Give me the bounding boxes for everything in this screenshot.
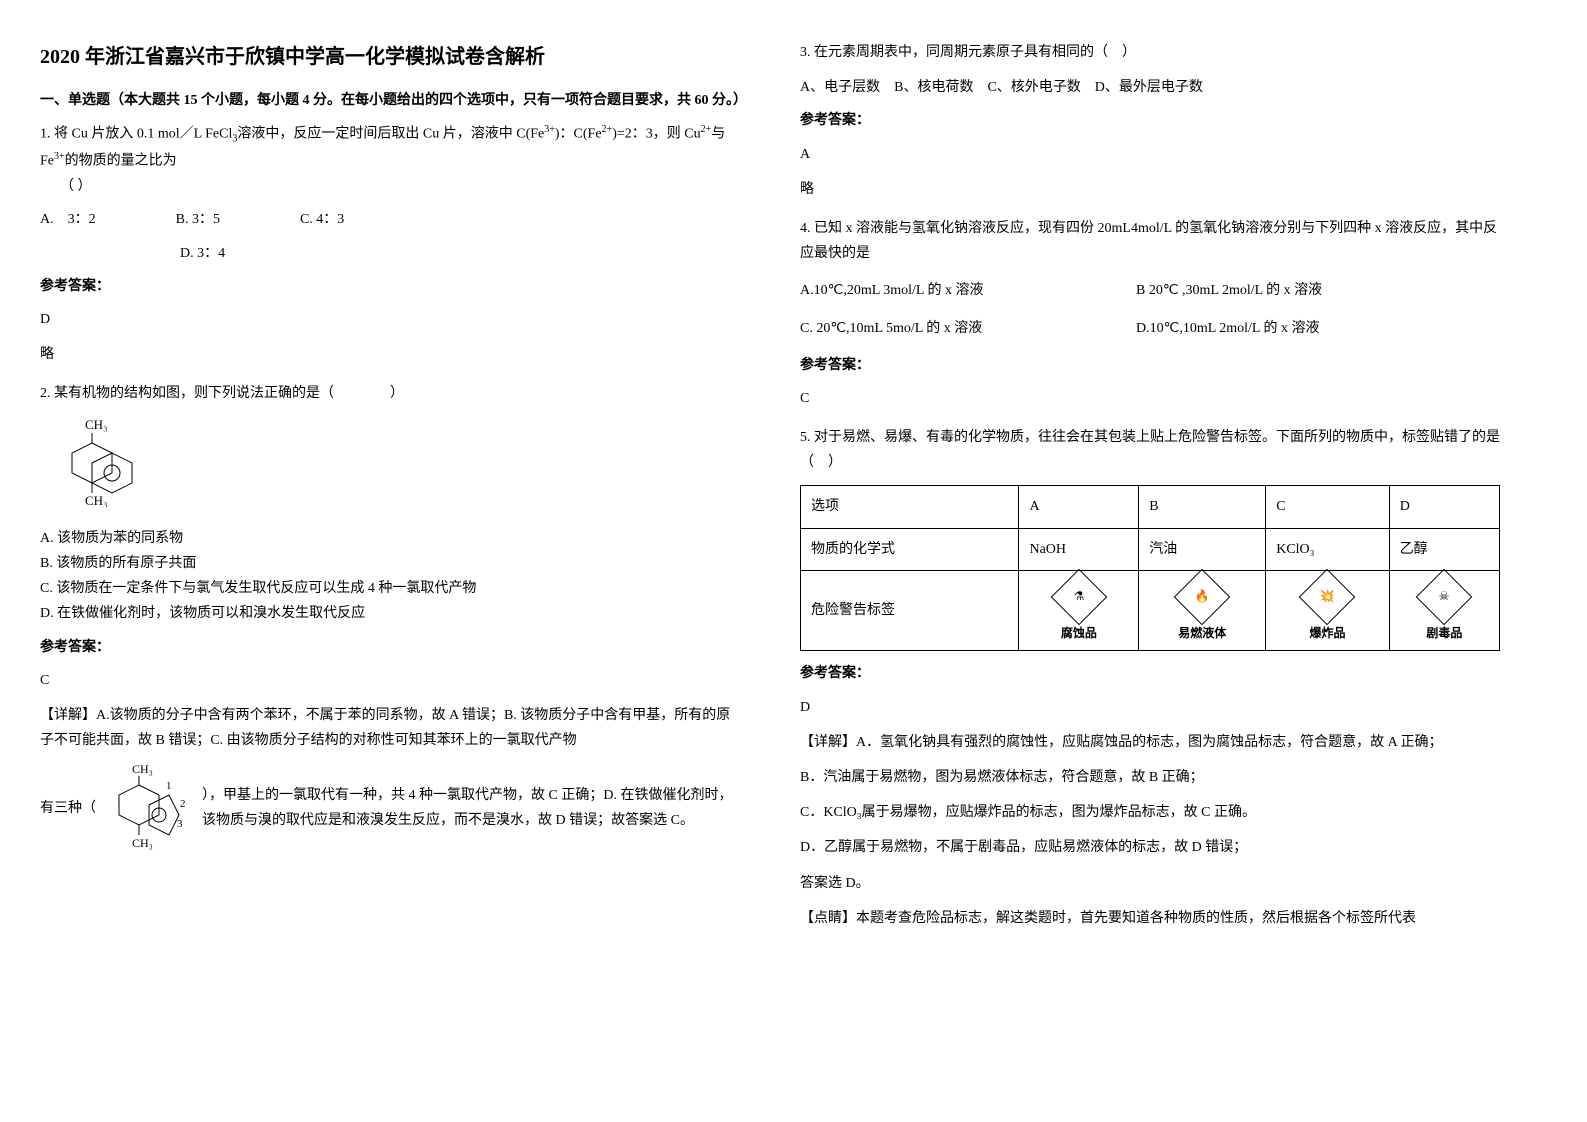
answer-label: 参考答案： bbox=[40, 274, 740, 299]
q1-optC: C. 4：3 bbox=[300, 207, 344, 232]
r2c1: 物质的化学式 bbox=[801, 528, 1019, 570]
answer-label: 参考答案： bbox=[800, 353, 1500, 378]
r2c3: 汽油 bbox=[1139, 528, 1266, 570]
section-title: 一、单选题（本大题共 15 个小题，每小题 4 分。在每小题给出的四个选项中，只… bbox=[40, 89, 740, 109]
q2-structure-numbered: CH₃ 1 2 3 CH₃ bbox=[104, 763, 194, 853]
q2-structure: CH₃ CH₃ bbox=[70, 417, 740, 516]
q5-explainC: C．KClO₃属于易爆物，应贴爆炸品的标志，图为爆炸品标志，故 C 正确。 bbox=[800, 800, 1500, 825]
exam-title: 2020 年浙江省嘉兴市于欣镇中学高一化学模拟试卷含解析 bbox=[40, 40, 740, 69]
q1-optA: A. 3：2 bbox=[40, 207, 96, 232]
q3-text: 3. 在元素周期表中，同周期元素原子具有相同的（ ） bbox=[800, 40, 1500, 65]
q4-options: A.10℃,20mL 3mol/L 的 x 溶液 B 20℃ ,30mL 2mo… bbox=[800, 278, 1500, 340]
q1-answer: D bbox=[40, 307, 740, 332]
question-5: 5. 对于易燃、易爆、有毒的化学物质，往往会在其包装上贴上危险警告标签。下面所列… bbox=[800, 425, 1500, 931]
ch3-bottom-label: CH₃ bbox=[85, 493, 108, 507]
question-1: 1. 将 Cu 片放入 0.1 mol／L FeCl3溶液中，反应一定时间后取出… bbox=[40, 121, 740, 367]
ch3-top-label: CH₃ bbox=[85, 417, 108, 432]
q1-note: 略 bbox=[40, 342, 740, 367]
hazard-A: ⚗ 腐蚀品 bbox=[1019, 570, 1139, 651]
q3-note: 略 bbox=[800, 177, 1500, 202]
q5-final: 答案选 D。 bbox=[800, 871, 1500, 896]
question-3: 3. 在元素周期表中，同周期元素原子具有相同的（ ） A、电子层数 B、核电荷数… bbox=[800, 40, 1500, 202]
q5-explainD: D．乙醇属于易燃物，不属于剧毒品，应贴易燃液体的标志，故 D 错误； bbox=[800, 835, 1500, 860]
q2-answer: C bbox=[40, 668, 740, 693]
q2-explain3: ），甲基上的一氯取代有一种，共 4 种一氯取代产物，故 C 正确；D. 在铁做催… bbox=[202, 783, 740, 833]
q5-tip: 【点睛】本题考查危险品标志，解这类题时，首先要知道各种物质的性质，然后根据各个标… bbox=[800, 906, 1500, 931]
q5-explainA: 【详解】A．氢氧化钠具有强烈的腐蚀性，应贴腐蚀品的标志，图为腐蚀品标志，符合题意… bbox=[800, 730, 1500, 755]
q3-opts: A、电子层数 B、核电荷数 C、核外电子数 D、最外层电子数 bbox=[800, 75, 1500, 100]
q5-table: 选项 A B C D 物质的化学式 NaOH 汽油 KClO₃ 乙醇 危险警告标… bbox=[800, 485, 1500, 651]
th5: D bbox=[1389, 486, 1499, 528]
table-header-row: 选项 A B C D bbox=[801, 486, 1500, 528]
th3: B bbox=[1139, 486, 1266, 528]
q1-optB: B. 3：5 bbox=[176, 207, 220, 232]
q1-text: 1. 将 Cu 片放入 0.1 mol／L FeCl3溶液中，反应一定时间后取出… bbox=[40, 121, 740, 174]
answer-label: 参考答案： bbox=[800, 661, 1500, 686]
hazard-D: ☠ 剧毒品 bbox=[1389, 570, 1499, 651]
answer-label: 参考答案： bbox=[800, 108, 1500, 133]
q2-explain2: 有三种（ bbox=[40, 796, 96, 821]
q4-optD: D.10℃,10mL 2mol/L 的 x 溶液 bbox=[1136, 316, 1472, 341]
th2: A bbox=[1019, 486, 1139, 528]
q3-answer: A bbox=[800, 142, 1500, 167]
hazard-C: 💥 爆炸品 bbox=[1266, 570, 1389, 651]
svg-text:1: 1 bbox=[166, 780, 172, 792]
r3c1: 危险警告标签 bbox=[801, 570, 1019, 651]
q4-text: 4. 已知 x 溶液能与氢氧化钠溶液反应，现有四份 20mL4mol/L 的氢氧… bbox=[800, 216, 1500, 266]
left-column: 2020 年浙江省嘉兴市于欣镇中学高一化学模拟试卷含解析 一、单选题（本大题共 … bbox=[40, 40, 740, 945]
flammable-icon: 🔥 bbox=[1174, 569, 1231, 626]
r2c5: 乙醇 bbox=[1389, 528, 1499, 570]
svg-text:3: 3 bbox=[177, 818, 183, 830]
q1-blank: （ ） bbox=[60, 174, 740, 199]
th4: C bbox=[1266, 486, 1389, 528]
q5-explainB: B．汽油属于易燃物，图为易燃液体标志，符合题意，故 B 正确； bbox=[800, 765, 1500, 790]
q4-optB: B 20℃ ,30mL 2mol/L 的 x 溶液 bbox=[1136, 278, 1472, 303]
q5-text: 5. 对于易燃、易爆、有毒的化学物质，往往会在其包装上贴上危险警告标签。下面所列… bbox=[800, 425, 1500, 475]
q1-optD: D. 3：4 bbox=[180, 241, 225, 266]
question-4: 4. 已知 x 溶液能与氢氧化钠溶液反应，现有四份 20mL4mol/L 的氢氧… bbox=[800, 216, 1500, 411]
svg-text:CH₃: CH₃ bbox=[132, 763, 153, 776]
svg-text:CH₃: CH₃ bbox=[132, 836, 153, 850]
q4-optC: C. 20℃,10mL 5mo/L 的 x 溶液 bbox=[800, 316, 1136, 341]
q5-answer: D bbox=[800, 695, 1500, 720]
q2-options: A. 该物质为苯的同系物 B. 该物质的所有原子共面 C. 该物质在一定条件下与… bbox=[40, 526, 740, 627]
question-2: 2. 某有机物的结构如图，则下列说法正确的是（ ） CH₃ CH₃ A. 该物质… bbox=[40, 381, 740, 853]
r2c4: KClO₃ bbox=[1266, 528, 1389, 570]
q4-answer: C bbox=[800, 386, 1500, 411]
svg-text:2: 2 bbox=[180, 798, 186, 810]
th1: 选项 bbox=[801, 486, 1019, 528]
q2-optB: B. 该物质的所有原子共面 bbox=[40, 551, 740, 576]
q1-options-row2: D. 3：4 bbox=[40, 241, 740, 266]
q4-optA: A.10℃,20mL 3mol/L 的 x 溶液 bbox=[800, 278, 1136, 303]
q2-optD: D. 在铁做催化剂时，该物质可以和溴水发生取代反应 bbox=[40, 601, 740, 626]
corrosive-icon: ⚗ bbox=[1051, 569, 1108, 626]
hazard-B: 🔥 易燃液体 bbox=[1139, 570, 1266, 651]
q2-explain-with-img: 有三种（ CH₃ 1 2 3 CH₃ ），甲基上的一氯取代有一种，共 4 种一氯… bbox=[40, 763, 740, 853]
r2c2: NaOH bbox=[1019, 528, 1139, 570]
explosive-icon: 💥 bbox=[1299, 569, 1356, 626]
toxic-icon: ☠ bbox=[1416, 569, 1473, 626]
q2-text: 2. 某有机物的结构如图，则下列说法正确的是（ ） bbox=[40, 381, 740, 406]
answer-label: 参考答案： bbox=[40, 635, 740, 660]
q1-options-row1: A. 3：2 B. 3：5 C. 4：3 bbox=[40, 207, 740, 232]
right-column: 3. 在元素周期表中，同周期元素原子具有相同的（ ） A、电子层数 B、核电荷数… bbox=[800, 40, 1500, 945]
table-hazard-row: 危险警告标签 ⚗ 腐蚀品 🔥 易燃液体 💥 爆炸品 ☠ 剧毒品 bbox=[801, 570, 1500, 651]
q2-optC: C. 该物质在一定条件下与氯气发生取代反应可以生成 4 种一氯取代产物 bbox=[40, 576, 740, 601]
q2-optA: A. 该物质为苯的同系物 bbox=[40, 526, 740, 551]
q2-explain1: 【详解】A.该物质的分子中含有两个苯环，不属于苯的同系物，故 A 错误；B. 该… bbox=[40, 703, 740, 753]
table-formula-row: 物质的化学式 NaOH 汽油 KClO₃ 乙醇 bbox=[801, 528, 1500, 570]
